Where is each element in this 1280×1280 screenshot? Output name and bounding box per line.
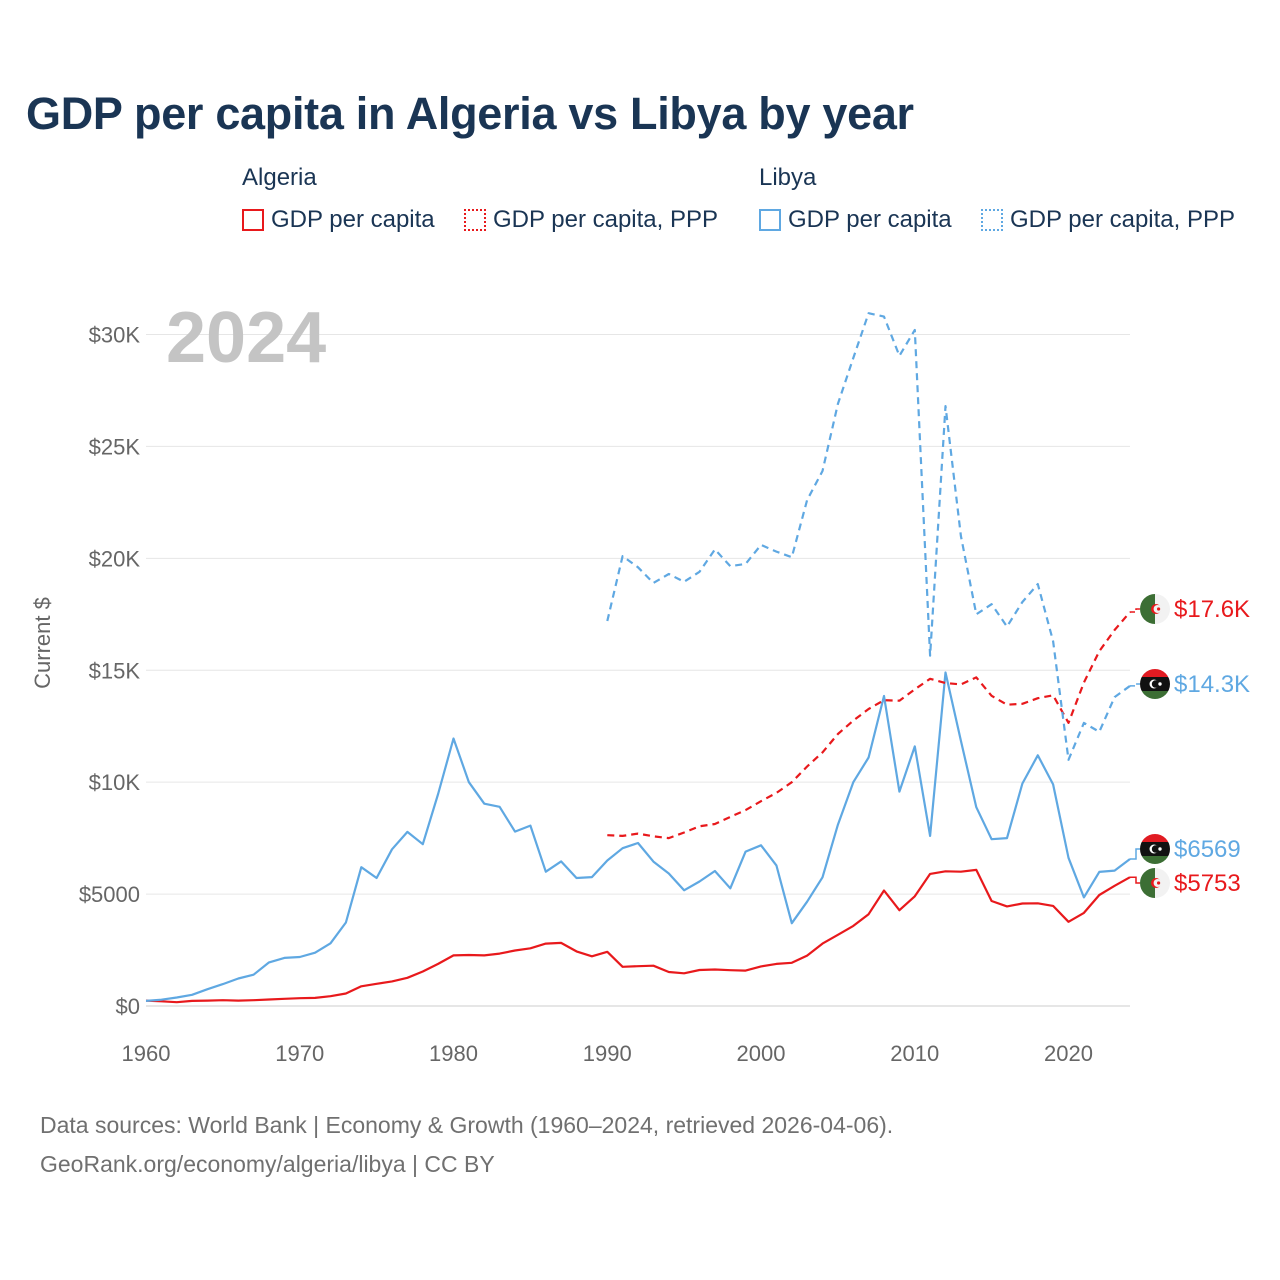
y-tick-label: $5000 <box>79 882 140 907</box>
y-axis-label: Current $ <box>30 597 55 689</box>
x-tick-label: 1990 <box>583 1041 632 1066</box>
legend-swatch-dotted-icon <box>981 209 1003 231</box>
y-tick-label: $10K <box>89 770 141 795</box>
series-line <box>606 312 1131 761</box>
series-line <box>607 611 1131 840</box>
end-label-connector <box>1130 683 1140 687</box>
x-tick-label: 2000 <box>737 1041 786 1066</box>
x-tick-label: 1960 <box>122 1041 171 1066</box>
grid-lines <box>146 334 1130 1007</box>
y-tick-label: $15K <box>89 658 141 683</box>
x-tick-label: 2010 <box>890 1041 939 1066</box>
end-value-label: $5753 <box>1174 870 1241 897</box>
footer-credit: GeoRank.org/economy/algeria/libya | CC B… <box>40 1151 495 1177</box>
algeria-flag-icon <box>1140 594 1170 624</box>
legend-label: GDP per capita, PPP <box>1010 206 1235 233</box>
y-axis: $0 $5000 $10K $15K $20K $25K $30K <box>79 323 141 1020</box>
legend-group-libya: Libya <box>759 164 817 191</box>
algeria-flag-icon <box>1140 868 1170 898</box>
end-labels: $17.6K $14.3K $6569 $5753 <box>1130 594 1250 898</box>
legend-item-libya-gdp[interactable]: GDP per capita <box>759 204 952 236</box>
x-tick-label: 1980 <box>429 1041 478 1066</box>
legend-swatch-dotted-icon <box>464 209 486 231</box>
end-label-connector <box>1130 876 1140 884</box>
legend-label: GDP per capita, PPP <box>493 206 718 233</box>
legend-group-algeria: Algeria <box>242 164 317 191</box>
y-tick-label: $25K <box>89 434 141 459</box>
libya-flag-icon <box>1140 669 1170 699</box>
legend-item-libya-gdp-ppp[interactable]: GDP per capita, PPP <box>981 204 1235 236</box>
series-line <box>145 868 1131 1004</box>
page-title: GDP per capita in Algeria vs Libya by ye… <box>26 88 914 139</box>
y-tick-label: $30K <box>89 323 141 348</box>
footer-source: Data sources: World Bank | Economy & Gro… <box>40 1112 894 1138</box>
end-label-connector <box>1130 848 1140 860</box>
end-value-label: $6569 <box>1174 836 1241 863</box>
legend-label: GDP per capita <box>788 206 952 233</box>
footer: Data sources: World Bank | Economy & Gro… <box>40 1106 893 1184</box>
legend-item-algeria-gdp[interactable]: GDP per capita <box>242 204 435 236</box>
legend-swatch-solid-icon <box>759 209 781 231</box>
legend-swatch-solid-icon <box>242 209 264 231</box>
end-value-label: $14.3K <box>1174 671 1250 698</box>
legend-label: GDP per capita <box>271 206 435 233</box>
legend-item-algeria-gdp-ppp[interactable]: GDP per capita, PPP <box>464 204 718 236</box>
end-value-label: $17.6K <box>1174 596 1250 623</box>
y-tick-label: $0 <box>116 994 140 1019</box>
y-tick-label: $20K <box>89 546 141 571</box>
end-label-connector <box>1130 608 1140 613</box>
series-line <box>145 671 1131 1002</box>
x-axis: 1960 1970 1980 1990 2000 2010 2020 <box>122 1041 1093 1066</box>
year-label: 2024 <box>166 298 326 378</box>
libya-flag-icon <box>1140 834 1170 864</box>
x-tick-label: 2020 <box>1044 1041 1093 1066</box>
x-tick-label: 1970 <box>275 1041 324 1066</box>
series-lines <box>145 312 1131 1004</box>
